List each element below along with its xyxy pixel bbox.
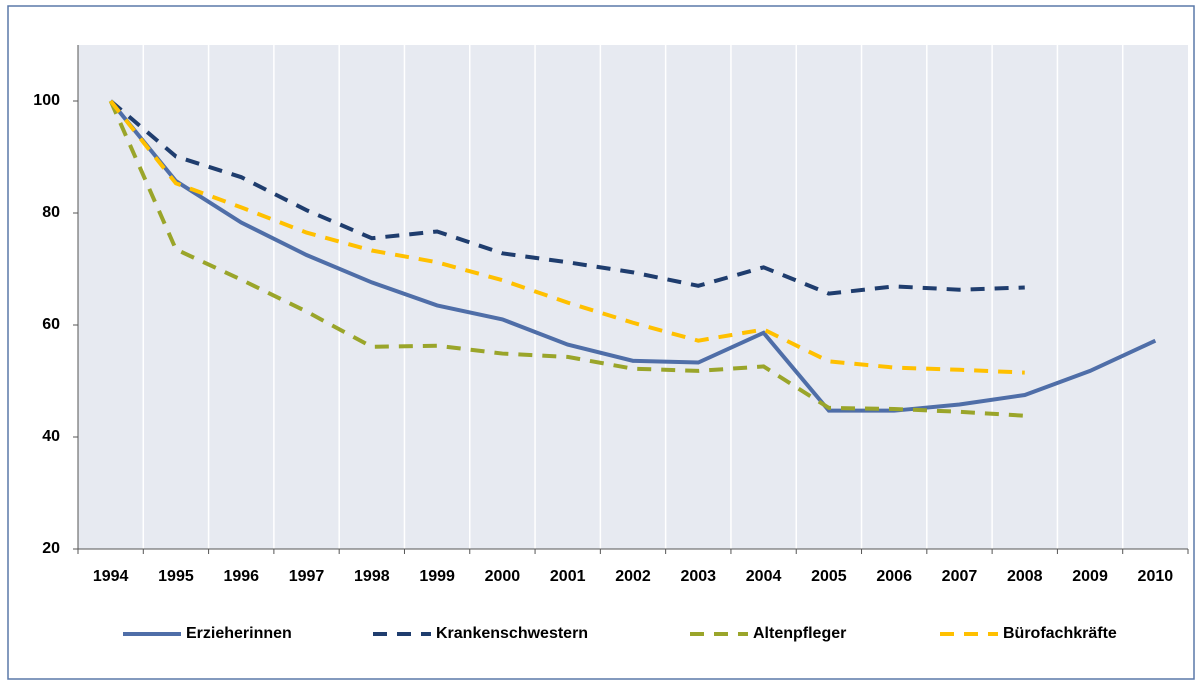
x-tick-label: 2005 [811,568,847,585]
x-tick-label: 2003 [680,568,716,585]
legend-label: Krankenschwestern [436,625,588,642]
x-tick-label: 2000 [485,568,521,585]
x-tick-label: 2002 [615,568,651,585]
x-tick-label: 2006 [876,568,912,585]
x-tick-label: 2007 [942,568,978,585]
x-tick-label: 2001 [550,568,586,585]
legend-label: Bürofachkräfte [1003,625,1117,642]
x-tick-label: 2010 [1138,568,1174,585]
x-tick-label: 1998 [354,568,390,585]
series-line [109,99,1157,413]
series-line [108,100,1025,418]
y-tick-label: 100 [33,92,60,109]
y-tick-label: 40 [42,428,60,445]
x-tick-label: 2008 [1007,568,1043,585]
y-tick-label: 80 [42,204,60,221]
x-tick-label: 1997 [289,568,325,585]
x-tick-label: 2004 [746,568,782,585]
series-line [109,99,1025,296]
legend-label: Erzieherinnen [186,625,292,642]
x-tick-label: 1999 [419,568,455,585]
plot-area [78,45,1188,549]
x-tick-label: 1995 [158,568,194,585]
x-tick-label: 1996 [223,568,259,585]
legend-label: Altenpfleger [753,625,846,642]
series-line [109,99,1025,375]
y-tick-label: 60 [42,316,60,333]
x-tick-label: 2009 [1072,568,1108,585]
y-tick-label: 20 [42,540,60,557]
x-tick-label: 1994 [93,568,129,585]
